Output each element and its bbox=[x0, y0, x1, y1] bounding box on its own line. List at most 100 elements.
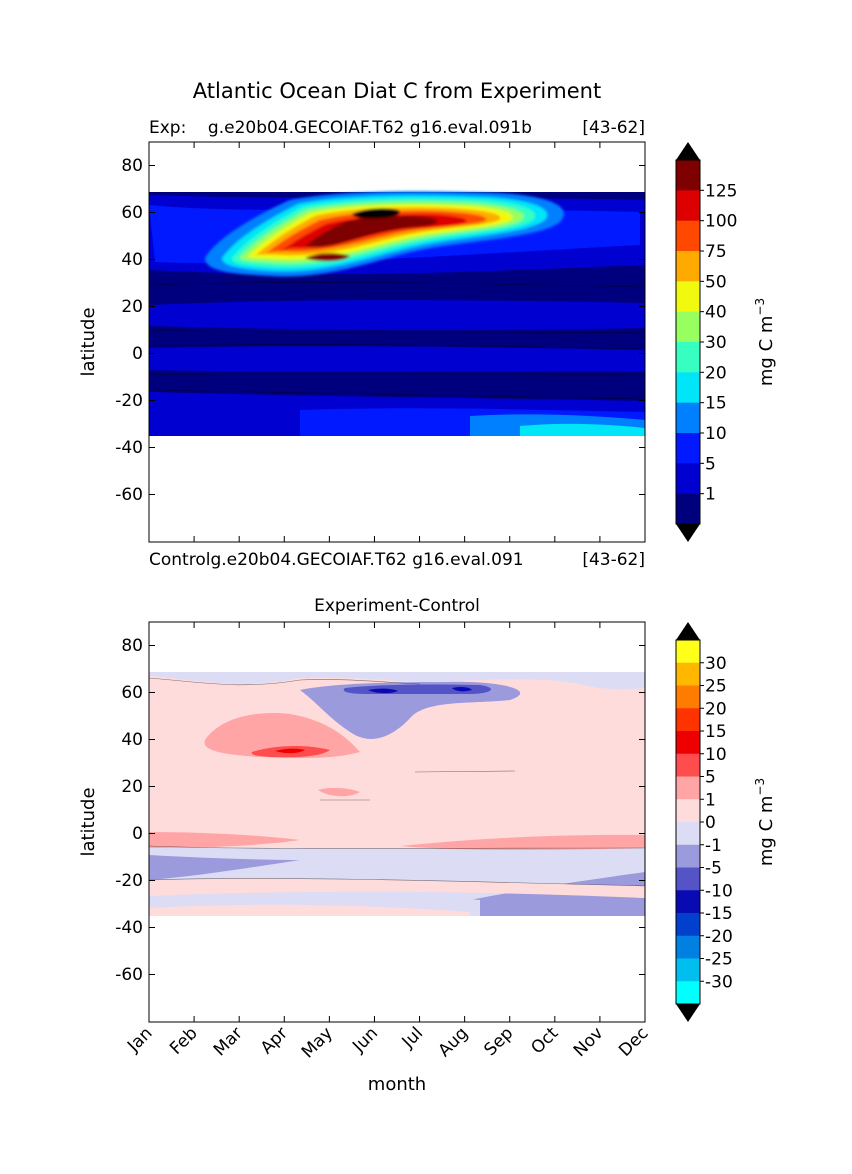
top-colorbar-tick-label: 15 bbox=[705, 394, 727, 414]
bottom-ytick-label: -20 bbox=[115, 871, 143, 891]
top-colorbar-segment bbox=[676, 402, 700, 434]
top-band-1b bbox=[149, 346, 645, 372]
top-colorbar-label-text: mg C m bbox=[756, 316, 777, 387]
figure-title: Atlantic Ocean Diat C from Experiment bbox=[193, 79, 601, 103]
bottom-xtick-label: May bbox=[298, 1023, 337, 1062]
bottom-xtick-label: Aug bbox=[435, 1023, 473, 1061]
bottom-xtick-label: Oct bbox=[527, 1023, 562, 1058]
top-colorbar-label: mg C m−3 bbox=[753, 298, 777, 386]
bottom-ytick-label: 60 bbox=[121, 683, 143, 703]
bottom-pos-1 bbox=[204, 713, 360, 758]
bottom-pos-eq bbox=[149, 832, 300, 848]
bottom-ytick-80: 80 bbox=[121, 636, 645, 656]
bottom-colorbar-segment bbox=[676, 685, 700, 709]
bottom-colorbar-segment bbox=[676, 822, 700, 846]
top-ytick-40: 40 bbox=[121, 250, 645, 270]
bottom-colorbar-tick-label: -25 bbox=[705, 950, 733, 970]
bottom-contour-lines bbox=[149, 677, 645, 887]
top-ylabel: latitude bbox=[78, 307, 99, 376]
top-colorbar-tick-label: 10 bbox=[705, 424, 727, 444]
bottom-contour-field bbox=[149, 672, 645, 916]
bottom-colorbar-segment bbox=[676, 640, 700, 664]
bottom-ytick-40: 40 bbox=[121, 730, 645, 750]
bottom-ytick-minus40: -40 bbox=[115, 918, 645, 938]
bottom-axes-frame bbox=[148, 621, 646, 1023]
bottom-colorbar-tick-label: 5 bbox=[705, 768, 716, 788]
bottom-colorbar-segment bbox=[676, 776, 700, 800]
top-ytick-minus60: -60 bbox=[115, 485, 645, 505]
top-ytick-label: -60 bbox=[115, 485, 143, 505]
top-colorbar-segment bbox=[676, 433, 700, 464]
bottom-colorbar-tick-label: 0 bbox=[705, 813, 716, 833]
bottom-colorbar-label: mg C m−3 bbox=[753, 778, 777, 866]
top-colorbar-under-arrow bbox=[676, 524, 700, 542]
top-y-axis: 80 60 40 20 0 -20 -40 -60 bbox=[115, 156, 645, 505]
bottom-neg-north2 bbox=[300, 681, 521, 739]
top-colorbar-label-exponent: −3 bbox=[753, 298, 767, 316]
top-colorbar-over-arrow bbox=[676, 142, 700, 160]
bottom-ytick-label: 0 bbox=[132, 824, 143, 844]
bottom-ytick-label: -40 bbox=[115, 918, 143, 938]
bottom-xtick-label: Jul bbox=[398, 1023, 427, 1052]
bottom-ytick-minus60: -60 bbox=[115, 965, 645, 985]
bottom-colorbar-tick-label: -15 bbox=[705, 904, 733, 924]
bottom-colorbar-tick-label: 25 bbox=[705, 677, 727, 697]
svg-text:mg C m−3: mg C m−3 bbox=[753, 778, 777, 866]
bottom-colorbar-tick-label: 30 bbox=[705, 654, 727, 674]
top-ytick-20: 20 bbox=[121, 297, 645, 317]
top-colorbar-tick-label: 20 bbox=[705, 363, 727, 383]
top-colorbar-tick-label: 1 bbox=[705, 485, 716, 505]
bottom-ytick-20: 20 bbox=[121, 777, 645, 797]
bottom-pos-10 bbox=[275, 748, 305, 754]
top-colorbar-segment bbox=[676, 311, 700, 343]
bottom-colorbar-tick-label: -5 bbox=[705, 859, 722, 879]
bottom-xtick-label: Dec bbox=[615, 1023, 652, 1060]
top-colorbar-ticks: 125 100 75 50 40 30 20 15 10 5 1 bbox=[700, 181, 737, 505]
top-panel: Exp: g.e20b04.GECOIAF.T62 g16.eval.091b … bbox=[78, 118, 777, 543]
top-colorbar-segment bbox=[676, 493, 700, 525]
top-colorbar-segment bbox=[676, 160, 700, 191]
top-colorbar-tick-label: 30 bbox=[705, 333, 727, 353]
bottom-neg-south4 bbox=[149, 878, 645, 898]
top-ytick-minus40: -40 bbox=[115, 438, 645, 458]
bottom-xtick-label: Jun bbox=[348, 1023, 382, 1057]
bottom-title: Experiment-Control bbox=[314, 596, 480, 616]
bottom-ytick-label: 80 bbox=[121, 636, 143, 656]
bottom-colorbar-segment bbox=[676, 867, 700, 891]
bottom-ytick-minus20: -20 bbox=[115, 871, 645, 891]
bottom-colorbar-label-exponent: −3 bbox=[753, 778, 767, 796]
top-colorbar-tick-label: 50 bbox=[705, 272, 727, 292]
bottom-neg-core2 bbox=[452, 686, 472, 692]
bottom-xtick-label: Mar bbox=[210, 1023, 247, 1060]
top-ytick-label: -40 bbox=[115, 438, 143, 458]
bottom-neg-north bbox=[149, 672, 645, 690]
bottom-colorbar-over-arrow bbox=[676, 622, 700, 640]
top-colorbar-tick-label: 75 bbox=[705, 242, 727, 262]
bottom-xlabel: month bbox=[368, 1074, 426, 1095]
bottom-ylabel: latitude bbox=[78, 787, 99, 856]
bottom-colorbar-segment bbox=[676, 753, 700, 777]
top-right-label: [43-62] bbox=[582, 118, 645, 138]
bottom-colorbar-segment bbox=[676, 958, 700, 982]
top-colorbar-segments bbox=[676, 160, 700, 525]
bottom-ytick-60: 60 bbox=[121, 683, 645, 703]
bottom-pos-eq2 bbox=[400, 834, 645, 850]
bottom-ytick-0: 0 bbox=[132, 824, 645, 844]
bottom-colorbar-segment bbox=[676, 844, 700, 868]
top-colorbar-segment bbox=[676, 190, 700, 222]
top-colorbar-tick-label: 125 bbox=[705, 181, 737, 201]
bottom-neg-south2 bbox=[149, 855, 300, 880]
top-band-1 bbox=[149, 300, 645, 331]
top-ytick-label: 0 bbox=[132, 344, 143, 364]
top-x-axis bbox=[148, 142, 646, 542]
bottom-colorbar-segment bbox=[676, 662, 700, 686]
bottom-left-label: Controlg.e20b04.GECOIAF.T62 g16.eval.091 bbox=[149, 550, 524, 570]
bottom-colorbar-segments bbox=[676, 640, 700, 1005]
bottom-colorbar-segment bbox=[676, 799, 700, 823]
bottom-colorbar-segment bbox=[676, 935, 700, 959]
bottom-colorbar-tick-label: 15 bbox=[705, 722, 727, 742]
top-ytick-80: 80 bbox=[121, 156, 645, 176]
top-colorbar: 125 100 75 50 40 30 20 15 10 5 1 mg C m−3 bbox=[675, 142, 777, 542]
bottom-colorbar-tick-label: 10 bbox=[705, 745, 727, 765]
